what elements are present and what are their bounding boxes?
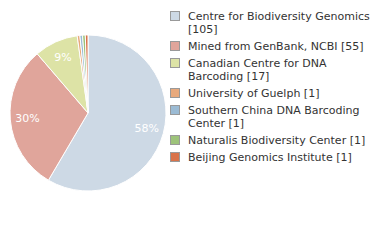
html-text:University of Guelph [1]: University of Guelph [1]	[188, 87, 320, 100]
html-text:Beijing Genomics Institute [1]: Beijing Genomics Institute [1]	[188, 151, 352, 164]
svg-text:30%: 30%	[15, 112, 39, 125]
svg-text:58%: 58%	[134, 122, 158, 135]
html-text:Centre for Biodiversity Genomi: Centre for Biodiversity Genomics [105]	[188, 10, 370, 36]
html-text:Southern China DNA Barcoding C: Southern China DNA Barcoding Center [1]	[188, 104, 360, 130]
svg-text:9%: 9%	[54, 51, 71, 64]
html-text:Mined from GenBank, NCBI [55]: Mined from GenBank, NCBI [55]	[188, 40, 364, 53]
html-text:Canadian Centre for DNA Barcod: Canadian Centre for DNA Barcoding [17]	[188, 57, 327, 83]
html-text:Naturalis Biodiversity Center: Naturalis Biodiversity Center [1]	[188, 134, 366, 147]
